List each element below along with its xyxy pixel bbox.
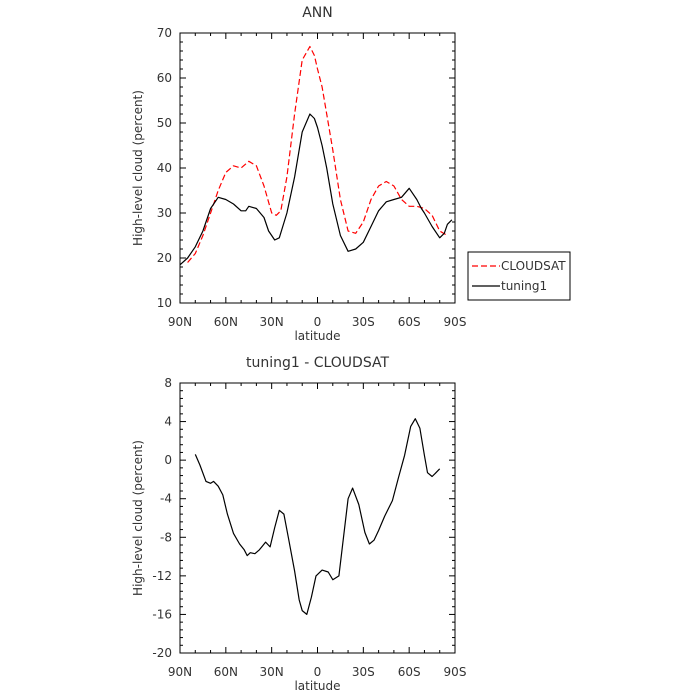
x-tick-label: 30S	[352, 315, 375, 329]
chart-title: ANN	[302, 5, 333, 21]
x-tick-label: 30N	[260, 315, 284, 329]
plot-frame	[179, 382, 456, 654]
y-tick-label: -4	[160, 492, 172, 506]
y-tick-label: 4	[164, 415, 172, 429]
series-line-tuning1	[194, 418, 441, 616]
legend-box	[467, 251, 571, 301]
y-tick-label: -12	[152, 569, 172, 583]
annual-mean-chart: 90N 60N 30N 0 30S 60S 90S 10 20 30 40 50 60 70 ANN lati…	[131, 5, 571, 343]
y-tick-label: 40	[157, 161, 172, 175]
x-tick-label: 30S	[352, 665, 375, 679]
legend-label: CLOUDSAT	[501, 259, 566, 273]
series-line-tuning1	[179, 113, 453, 266]
y-tick-label: 70	[157, 26, 172, 40]
y-tick-label: -16	[152, 607, 172, 621]
difference-chart: 90N 60N 30N 0 30S 60S 90S -20 -16 -12 -8 -4 0 4 8 tunin…	[131, 355, 466, 693]
y-tick-label: 10	[157, 296, 172, 310]
y-tick-label: 60	[157, 71, 172, 85]
x-tick-label: 90S	[444, 665, 467, 679]
y-tick-label: -8	[160, 530, 172, 544]
x-axis-label: latitude	[294, 329, 340, 343]
y-tick-label: 50	[157, 116, 172, 130]
y-tick-label: 30	[157, 206, 172, 220]
x-axis-label: latitude	[294, 679, 340, 693]
x-tick-label: 60S	[398, 665, 421, 679]
series-line-cloudsat	[187, 45, 448, 263]
chart-title: tuning1 - CLOUDSAT	[246, 355, 390, 371]
x-tick-label: 90N	[168, 315, 192, 329]
plot-frame	[179, 32, 456, 304]
y-tick-label: -20	[152, 646, 172, 660]
legend-label: tuning1	[501, 279, 547, 293]
x-tick-label: 60S	[398, 315, 421, 329]
x-tick-label: 90S	[444, 315, 467, 329]
x-tick-label: 60N	[214, 315, 238, 329]
y-axis-label: High-level cloud (percent)	[131, 90, 145, 246]
x-tick-label: 0	[314, 665, 322, 679]
y-tick-label: 20	[157, 251, 172, 265]
y-axis-label: High-level cloud (percent)	[131, 440, 145, 596]
x-tick-label: 30N	[260, 665, 284, 679]
x-tick-label: 60N	[214, 665, 238, 679]
y-tick-label: 8	[164, 376, 172, 390]
x-tick-label: 90N	[168, 665, 192, 679]
x-tick-label: 0	[314, 315, 322, 329]
y-tick-label: 0	[164, 453, 172, 467]
